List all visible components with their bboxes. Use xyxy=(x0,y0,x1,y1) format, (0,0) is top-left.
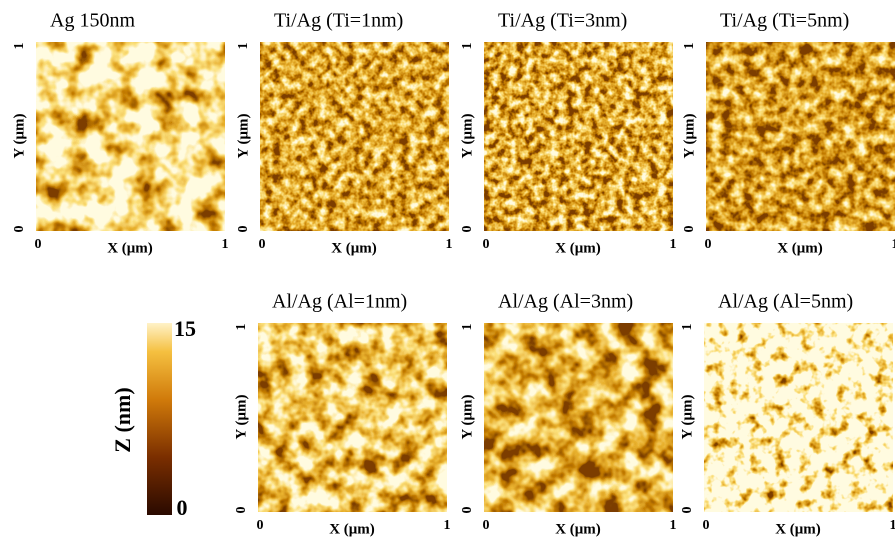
x-axis-label: X (μm) xyxy=(555,240,601,256)
afm-image xyxy=(258,323,447,512)
x-tick-label: 0 xyxy=(703,518,710,533)
y-tick-label: 0 xyxy=(682,226,697,233)
y-axis-label: Y (μm) xyxy=(679,394,695,439)
x-tick-label: 0 xyxy=(483,518,490,533)
y-tick-label: 0 xyxy=(460,226,475,233)
afm-image xyxy=(260,42,449,231)
x-tick-label: 0 xyxy=(259,237,266,252)
x-tick-label: 1 xyxy=(670,237,677,252)
y-tick-label: 0 xyxy=(234,507,249,514)
y-tick-label: 0 xyxy=(460,507,475,514)
panel-title: Al/Ag (Al=1nm) xyxy=(272,291,407,313)
afm-image xyxy=(484,323,673,512)
panel-title: Al/Ag (Al=5nm) xyxy=(718,291,853,313)
y-tick-label: 1 xyxy=(460,324,475,331)
afm-image xyxy=(36,42,225,231)
x-tick-label: 1 xyxy=(222,237,229,252)
colorbar-min: 0 xyxy=(177,495,188,520)
panel-title: Ti/Ag (Ti=3nm) xyxy=(498,10,627,32)
y-axis-label: Y (μm) xyxy=(681,113,697,158)
panel-title: Ag 150nm xyxy=(50,10,135,32)
x-axis-label: X (μm) xyxy=(331,240,377,256)
x-axis-label: X (μm) xyxy=(777,240,823,256)
y-tick-label: 1 xyxy=(234,324,249,331)
panel-title: Al/Ag (Al=3nm) xyxy=(498,291,633,313)
x-tick-label: 0 xyxy=(705,237,712,252)
y-axis-label: Y (μm) xyxy=(233,394,249,439)
afm-image xyxy=(484,42,673,231)
panel-title: Ti/Ag (Ti=1nm) xyxy=(274,10,403,32)
y-tick-label: 0 xyxy=(680,507,695,514)
y-tick-label: 0 xyxy=(12,226,27,233)
y-axis-label: Y (μm) xyxy=(11,113,27,158)
colorbar-max: 15 xyxy=(174,316,196,341)
colorbar xyxy=(147,323,172,515)
y-tick-label: 1 xyxy=(682,43,697,50)
x-tick-label: 1 xyxy=(892,237,895,252)
x-tick-label: 1 xyxy=(444,518,451,533)
afm-image xyxy=(706,42,895,231)
y-axis-label: Y (μm) xyxy=(459,394,475,439)
y-tick-label: 1 xyxy=(460,43,475,50)
y-axis-label: Y (μm) xyxy=(459,113,475,158)
x-tick-label: 1 xyxy=(446,237,453,252)
x-tick-label: 1 xyxy=(890,518,895,533)
x-tick-label: 0 xyxy=(483,237,490,252)
y-tick-label: 1 xyxy=(12,43,27,50)
y-axis-label: Y (μm) xyxy=(235,113,251,158)
afm-image xyxy=(704,323,893,512)
y-tick-label: 1 xyxy=(680,324,695,331)
colorbar-label: Z (nm) xyxy=(110,387,135,452)
x-axis-label: X (μm) xyxy=(775,521,821,537)
y-tick-label: 1 xyxy=(236,43,251,50)
x-tick-label: 0 xyxy=(35,237,42,252)
x-axis-label: X (μm) xyxy=(107,240,153,256)
x-axis-label: X (μm) xyxy=(329,521,375,537)
x-axis-label: X (μm) xyxy=(555,521,601,537)
panel-title: Ti/Ag (Ti=5nm) xyxy=(720,10,849,32)
x-tick-label: 1 xyxy=(670,518,677,533)
y-tick-label: 0 xyxy=(236,226,251,233)
x-tick-label: 0 xyxy=(257,518,264,533)
